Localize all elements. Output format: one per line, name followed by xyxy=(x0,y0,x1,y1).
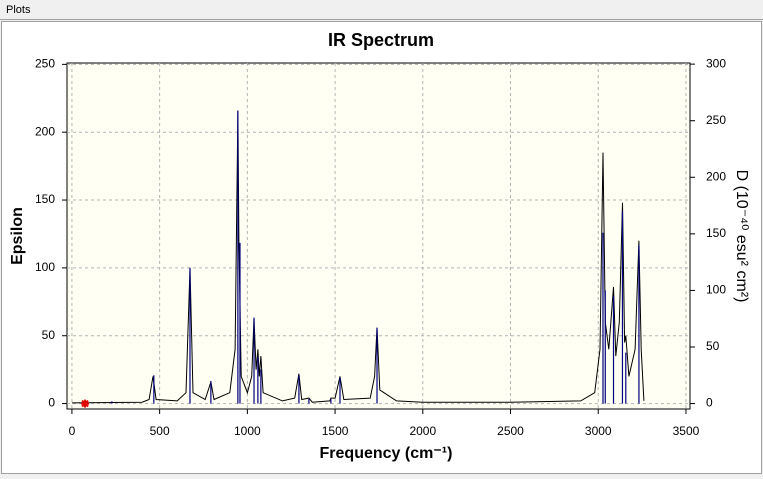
y-tick-label: 0 xyxy=(48,396,55,410)
x-tick-label: 2000 xyxy=(409,424,436,438)
y-tick-label: 50 xyxy=(42,328,56,342)
chart-title: IR Spectrum xyxy=(328,30,434,50)
y-tick-label: 100 xyxy=(35,260,55,274)
y2-tick-label: 150 xyxy=(706,226,726,240)
x-tick-label: 1000 xyxy=(234,424,261,438)
y-tick-label: 250 xyxy=(35,57,55,71)
y2-tick-label: 300 xyxy=(706,56,726,70)
y2-tick-label: 0 xyxy=(706,396,713,410)
menu-item[interactable]: Plots xyxy=(6,4,31,16)
marker xyxy=(81,399,90,408)
x-tick-label: 1500 xyxy=(322,424,349,438)
y2-tick-label: 50 xyxy=(706,339,720,353)
y-tick-label: 150 xyxy=(35,192,55,206)
x-tick-label: 2500 xyxy=(497,424,524,438)
x-tick-label: 3000 xyxy=(585,424,612,438)
x-tick-label: 3500 xyxy=(673,424,700,438)
x-axis-label: Frequency (cm⁻¹) xyxy=(320,445,453,462)
y2-tick-label: 250 xyxy=(706,113,726,127)
y2-tick-label: 100 xyxy=(706,283,726,297)
menu-bar xyxy=(0,0,763,19)
x-tick-label: 500 xyxy=(150,424,170,438)
y2-axis-label: D (10⁻⁴⁰ esu² cm²) xyxy=(733,170,750,303)
y-axis-label: Epsilon xyxy=(9,207,26,265)
y2-tick-label: 200 xyxy=(706,169,726,183)
y-tick-label: 200 xyxy=(35,124,55,138)
x-tick-label: 0 xyxy=(69,424,76,438)
